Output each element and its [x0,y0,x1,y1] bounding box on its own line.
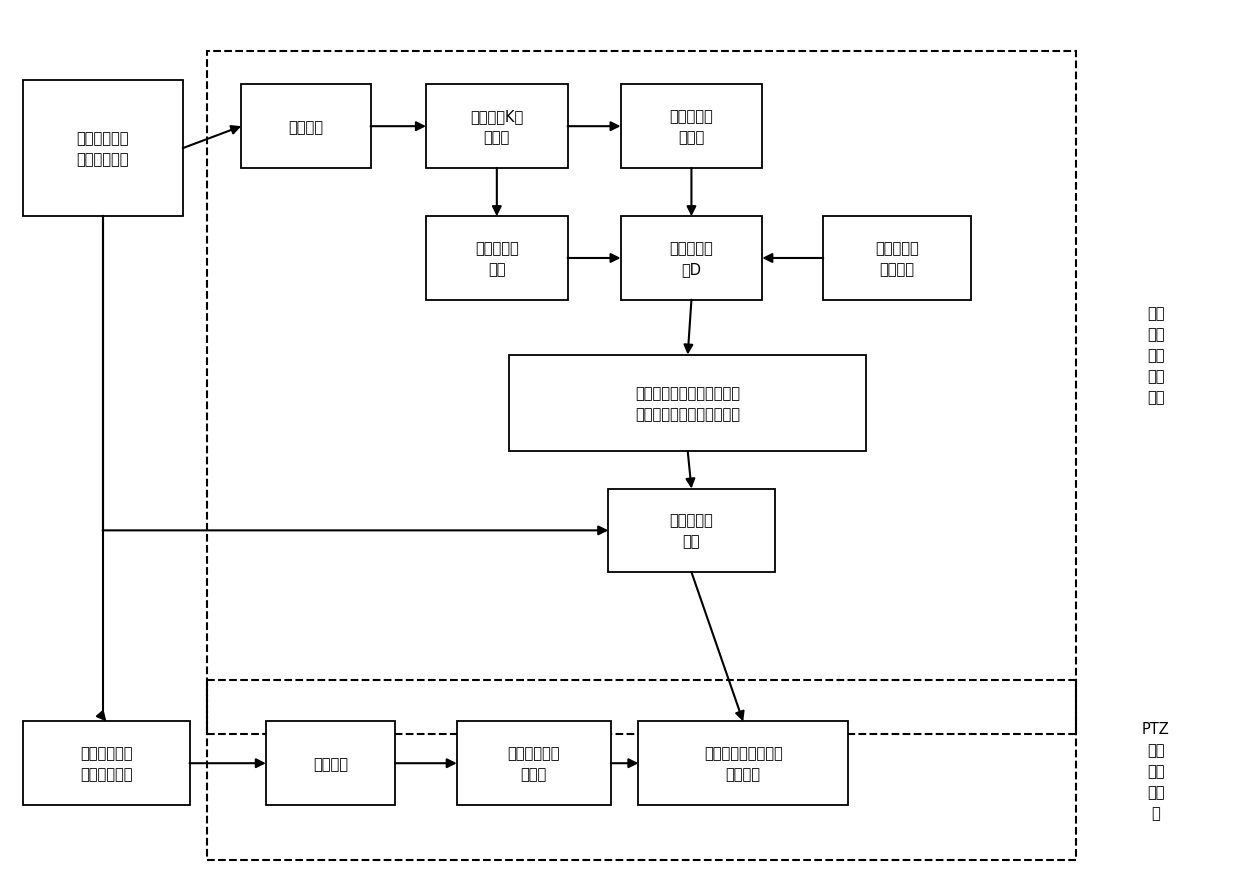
FancyBboxPatch shape [22,81,182,217]
Text: 非标定视场基
准点自动获取: 非标定视场基 准点自动获取 [81,745,133,781]
Text: 估计畸变矩
阵D: 估计畸变矩 阵D [670,241,713,276]
FancyBboxPatch shape [510,355,867,452]
Text: 标定视场基准
点选取与测量: 标定视场基准 点选取与测量 [77,131,129,167]
Text: 畸变矩阵插值，得到非轴对
称相机的畸变描述优化矩阵: 畸变矩阵插值，得到非轴对 称相机的畸变描述优化矩阵 [635,385,740,422]
FancyBboxPatch shape [639,722,848,805]
Text: 内参矩阵K自
动获取: 内参矩阵K自 动获取 [470,109,523,145]
Text: 图像采集: 图像采集 [289,120,324,135]
Text: 确定图像中
心区域: 确定图像中 心区域 [670,109,713,145]
Text: PTZ
摄像
机在
线标
定: PTZ 摄像 机在 线标 定 [1142,721,1169,820]
Text: 关键焦距的
选取: 关键焦距的 选取 [670,513,713,548]
FancyBboxPatch shape [265,722,396,805]
FancyBboxPatch shape [24,722,190,805]
Text: 焦距
固定
下摄
像机
标定: 焦距 固定 下摄 像机 标定 [1147,306,1164,405]
FancyBboxPatch shape [620,85,763,168]
Text: 插值得到内参矩阵及
畸变矩阵: 插值得到内参矩阵及 畸变矩阵 [704,745,782,781]
FancyBboxPatch shape [427,217,568,300]
FancyBboxPatch shape [427,85,568,168]
FancyBboxPatch shape [609,489,775,572]
FancyBboxPatch shape [456,722,611,805]
FancyBboxPatch shape [620,217,763,300]
Text: 优化单应性
矩阵: 优化单应性 矩阵 [475,241,518,276]
Text: 摄像机焦距自
动识别: 摄像机焦距自 动识别 [507,745,560,781]
Text: 描述摄像机
镜头畸变: 描述摄像机 镜头畸变 [875,241,919,276]
Text: 特征匹配: 特征匹配 [312,756,348,771]
FancyBboxPatch shape [242,85,371,168]
FancyBboxPatch shape [823,217,971,300]
